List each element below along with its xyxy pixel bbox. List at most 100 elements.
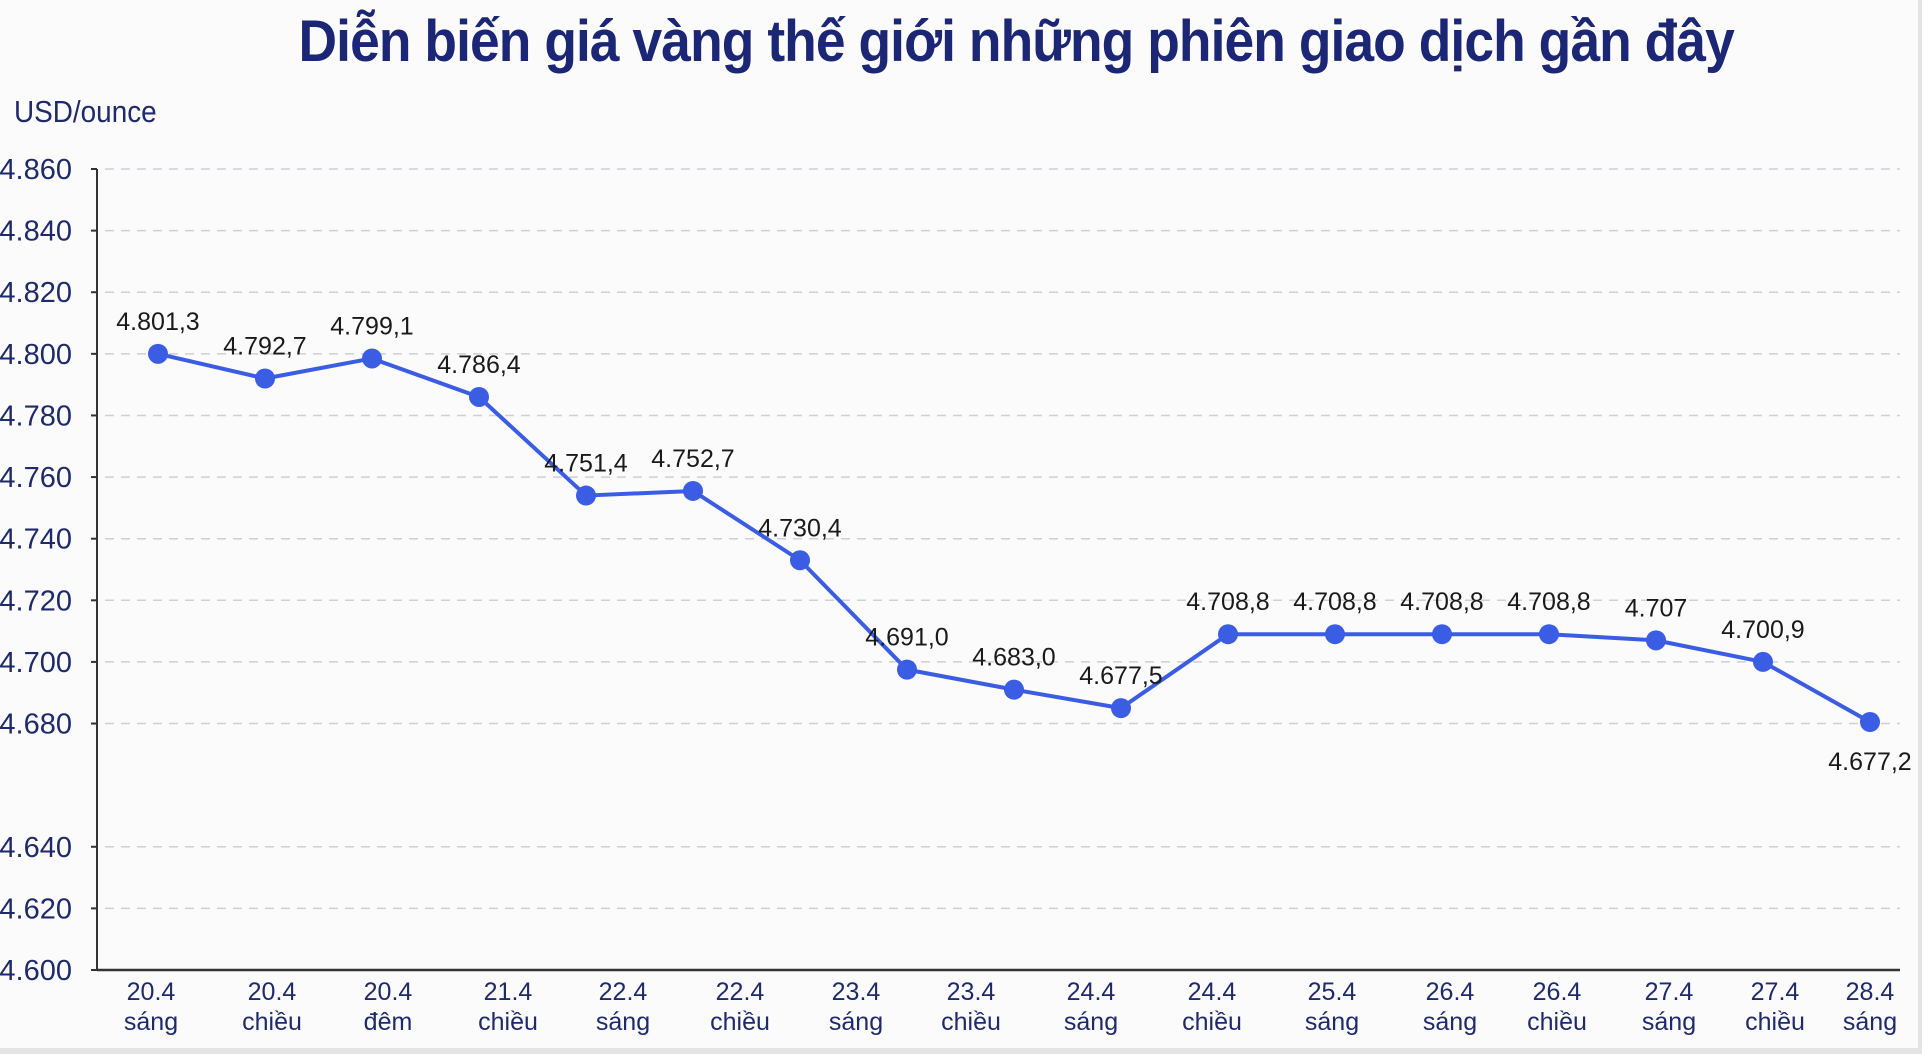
data-series: 4.801,3 4.792,7 4.799,1 4.786,4 4.751,4 4.752… — [116, 308, 1911, 776]
data-point-marker — [1860, 711, 1880, 732]
y-tick-label: 4.740 — [0, 524, 72, 556]
y-tick-label: 4.820 — [0, 277, 72, 309]
svg-text:sáng: sáng — [1642, 1008, 1696, 1036]
data-value-label: 4.752,7 — [651, 445, 734, 473]
data-value-label: 4.708,8 — [1400, 588, 1483, 616]
svg-text:21.4: 21.4 — [484, 978, 533, 1006]
svg-text:chiều: chiều — [941, 1008, 1001, 1036]
svg-text:24.4: 24.4 — [1067, 978, 1116, 1006]
y-axis: 4.860 4.840 4.820 4.800 4.780 4.760 4.740 4.720… — [0, 154, 98, 987]
data-point-marker — [1004, 679, 1024, 700]
y-tick-label: 4.840 — [0, 216, 72, 248]
data-point-marker — [148, 343, 168, 364]
data-value-label: 4.677,5 — [1079, 662, 1162, 690]
svg-text:23.4: 23.4 — [832, 978, 881, 1006]
y-axis-unit-label: USD/ounce — [14, 94, 157, 129]
data-value-label: 4.707 — [1625, 594, 1688, 622]
svg-text:chiều: chiều — [478, 1008, 538, 1036]
data-point-marker — [1111, 698, 1131, 719]
y-tick-label: 4.600 — [0, 955, 72, 987]
data-value-label: 4.792,7 — [223, 332, 306, 360]
data-point-marker — [1432, 624, 1452, 645]
svg-text:sáng: sáng — [1423, 1008, 1477, 1036]
svg-text:chiều: chiều — [1527, 1008, 1587, 1036]
gridlines — [105, 168, 1900, 910]
svg-text:27.4: 27.4 — [1645, 978, 1694, 1006]
data-value-label: 4.683,0 — [972, 644, 1055, 672]
svg-text:24.4: 24.4 — [1188, 978, 1237, 1006]
svg-text:26.4: 26.4 — [1426, 978, 1475, 1006]
y-tick-label: 4.860 — [0, 154, 72, 186]
y-tick-label: 4.680 — [0, 709, 72, 741]
svg-text:sáng: sáng — [596, 1008, 650, 1036]
data-value-label: 4.799,1 — [330, 312, 413, 340]
data-point-marker — [1325, 624, 1345, 645]
svg-text:20.4: 20.4 — [248, 978, 297, 1006]
y-tick-label: 4.800 — [0, 339, 72, 371]
data-point-marker — [1218, 624, 1238, 645]
y-tick-label: 4.620 — [0, 893, 72, 925]
svg-text:22.4: 22.4 — [716, 978, 765, 1006]
svg-text:28.4: 28.4 — [1846, 978, 1895, 1006]
data-point-marker — [255, 368, 275, 389]
data-value-label: 4.700,9 — [1721, 616, 1804, 644]
svg-text:20.4: 20.4 — [364, 978, 413, 1006]
svg-text:đêm: đêm — [364, 1008, 413, 1036]
y-tick-label: 4.720 — [0, 585, 72, 617]
chart-title: Diễn biến giá vàng thế giới những phiên … — [298, 9, 1735, 74]
svg-text:27.4: 27.4 — [1751, 978, 1800, 1006]
svg-text:23.4: 23.4 — [947, 978, 996, 1006]
data-value-label: 4.691,0 — [865, 624, 948, 652]
data-value-label: 4.708,8 — [1507, 588, 1590, 616]
svg-text:sáng: sáng — [1305, 1008, 1359, 1036]
data-value-label: 4.786,4 — [437, 351, 521, 379]
svg-text:22.4: 22.4 — [599, 978, 648, 1006]
data-point-marker — [790, 550, 810, 571]
data-point-marker — [1539, 624, 1559, 645]
data-point-marker — [683, 480, 703, 501]
svg-text:20.4: 20.4 — [127, 978, 176, 1006]
data-point-marker — [1753, 651, 1773, 672]
data-value-label: 4.751,4 — [544, 450, 628, 478]
svg-text:26.4: 26.4 — [1533, 978, 1582, 1006]
data-point-marker — [362, 348, 382, 369]
data-point-marker — [897, 659, 917, 680]
svg-text:25.4: 25.4 — [1308, 978, 1357, 1006]
window-edge-bottom — [0, 1048, 1922, 1054]
data-value-label: 4.677,2 — [1828, 748, 1911, 776]
data-value-label: 4.801,3 — [116, 308, 199, 336]
data-value-label: 4.730,4 — [758, 514, 842, 542]
svg-text:chiều: chiều — [1745, 1008, 1805, 1036]
x-axis: 20.4sáng20.4chiều20.4đêm21.4chiều22.4sán… — [97, 968, 1900, 1036]
y-tick-label: 4.780 — [0, 400, 72, 432]
data-point-marker — [576, 485, 596, 506]
data-value-label: 4.708,8 — [1186, 588, 1269, 616]
svg-text:chiều: chiều — [242, 1008, 302, 1036]
svg-text:sáng: sáng — [1843, 1008, 1897, 1036]
window-edge-right — [1918, 0, 1922, 1054]
y-tick-label: 4.700 — [0, 647, 72, 679]
svg-text:chiều: chiều — [1182, 1008, 1242, 1036]
data-point-marker — [1646, 630, 1666, 651]
y-tick-label: 4.640 — [0, 832, 72, 864]
svg-text:sáng: sáng — [1064, 1008, 1118, 1036]
svg-text:chiều: chiều — [710, 1008, 770, 1036]
data-point-marker — [469, 386, 489, 407]
